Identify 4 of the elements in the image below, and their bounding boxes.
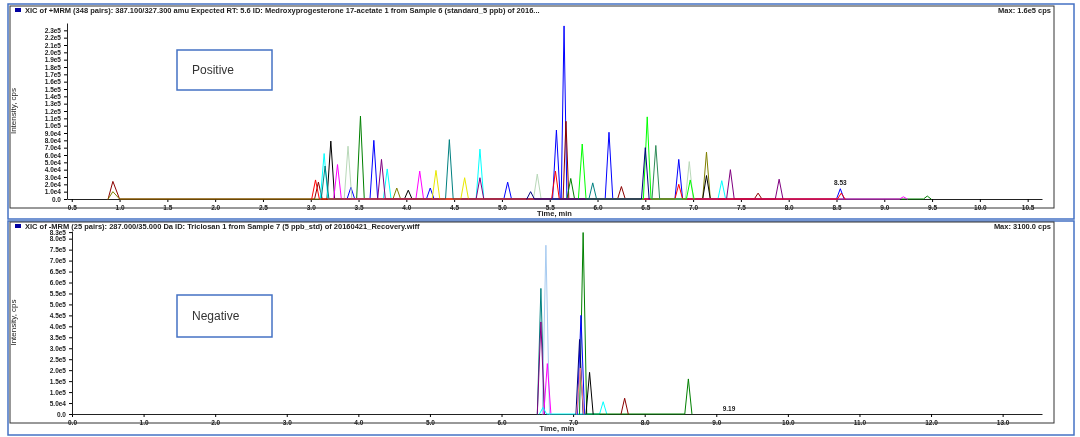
annotation: Negative [192, 309, 240, 323]
y-axis-title: Intensity, cps [9, 87, 18, 135]
annotation: Positive [192, 63, 235, 77]
y-axis-title: Intensity, cps [9, 299, 18, 346]
